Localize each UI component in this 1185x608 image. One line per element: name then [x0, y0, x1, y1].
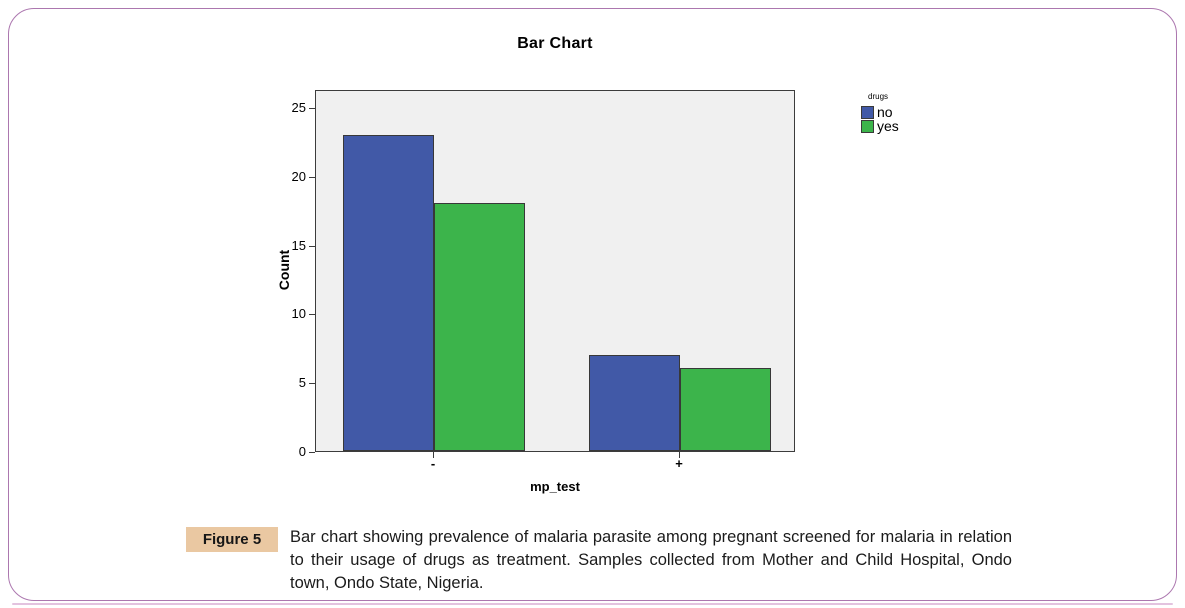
- y-tick-label: 20: [291, 168, 306, 184]
- y-tick-mark: [309, 108, 315, 109]
- x-axis-label: mp_test: [530, 479, 580, 494]
- legend-item-no: no: [861, 105, 899, 119]
- x-tick-mark: [433, 452, 434, 458]
- legend-item-yes: yes: [861, 119, 899, 133]
- y-tick-label: 0: [298, 444, 306, 459]
- y-tick-mark: [309, 452, 315, 453]
- y-tick-mark: [309, 176, 315, 178]
- legend-swatch-yes: [861, 119, 874, 133]
- legend-rows: no yes: [861, 105, 899, 133]
- legend-label: no: [877, 104, 893, 120]
- y-tick-mark: [309, 245, 315, 247]
- x-tick-mark: [679, 452, 680, 458]
- plot-area: [315, 90, 795, 452]
- legend: drugs no yes: [861, 92, 899, 133]
- bar-yes-neg: [434, 203, 525, 451]
- bar-no-pos: [589, 355, 680, 451]
- y-tick-mark: [309, 383, 315, 385]
- x-tick-label: +: [675, 456, 683, 471]
- bar-yes-pos: [680, 368, 771, 451]
- y-tick-label: 5: [298, 375, 306, 391]
- legend-swatch-no: [861, 105, 874, 119]
- chart-title: Bar Chart: [517, 35, 593, 52]
- y-tick-label: 10: [291, 306, 306, 322]
- bar-no-neg: [343, 135, 434, 451]
- bottom-accent-line: [12, 603, 1173, 605]
- y-axis-label: Count: [276, 249, 292, 291]
- legend-title: drugs: [868, 92, 889, 101]
- y-tick-label: 15: [291, 237, 306, 253]
- figure-number-badge: Figure 5: [186, 527, 278, 552]
- legend-label: yes: [877, 118, 899, 134]
- y-tick-mark: [309, 314, 315, 316]
- y-tick-label: 25: [291, 100, 306, 115]
- x-tick-label: -: [430, 456, 436, 471]
- figure-caption-text: Bar chart showing prevalence of malaria …: [290, 528, 1012, 592]
